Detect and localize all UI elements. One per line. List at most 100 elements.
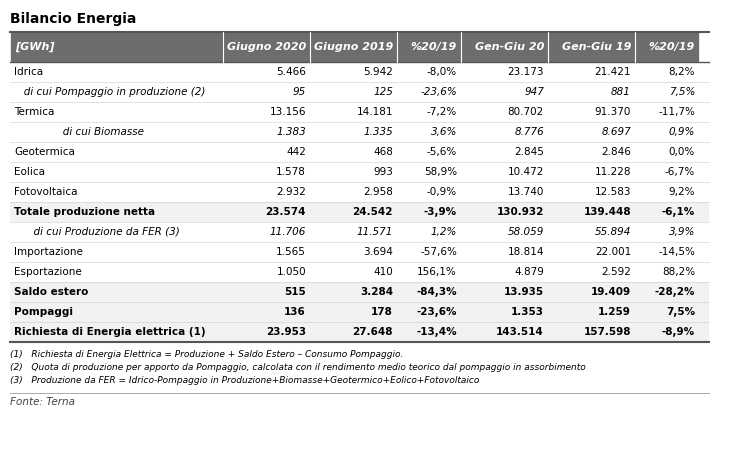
Text: 125: 125 <box>374 87 393 97</box>
Text: 515: 515 <box>284 287 306 297</box>
Text: %20/19: %20/19 <box>411 42 457 52</box>
Bar <box>10 122 709 142</box>
Text: Termica: Termica <box>14 107 54 117</box>
Text: Totale produzione netta: Totale produzione netta <box>14 207 155 217</box>
Text: -6,1%: -6,1% <box>662 207 695 217</box>
Text: 11.571: 11.571 <box>357 227 393 237</box>
Text: -7,2%: -7,2% <box>427 107 457 117</box>
Text: 88,2%: 88,2% <box>662 267 695 277</box>
Bar <box>10 182 709 202</box>
Text: 2.845: 2.845 <box>514 147 544 157</box>
Text: 23.574: 23.574 <box>266 207 306 217</box>
Text: 410: 410 <box>374 267 393 277</box>
Text: 95: 95 <box>292 87 306 97</box>
Text: 1.578: 1.578 <box>276 167 306 177</box>
Text: Geotermica: Geotermica <box>14 147 75 157</box>
Text: -8,9%: -8,9% <box>662 327 695 337</box>
Text: Fotovoltaica: Fotovoltaica <box>14 187 77 197</box>
Text: 468: 468 <box>374 147 393 157</box>
Text: 1.383: 1.383 <box>276 127 306 137</box>
Text: 8.697: 8.697 <box>602 127 631 137</box>
Text: 0,9%: 0,9% <box>669 127 695 137</box>
Bar <box>548 32 635 62</box>
Text: 947: 947 <box>524 87 544 97</box>
Text: 10.472: 10.472 <box>508 167 544 177</box>
Text: Esportazione: Esportazione <box>14 267 82 277</box>
Bar <box>10 202 709 222</box>
Text: 7,5%: 7,5% <box>666 307 695 317</box>
Text: %20/19: %20/19 <box>649 42 695 52</box>
Text: -6,7%: -6,7% <box>664 167 695 177</box>
Text: 0,0%: 0,0% <box>669 147 695 157</box>
Text: 3,9%: 3,9% <box>669 227 695 237</box>
Text: 7,5%: 7,5% <box>669 87 695 97</box>
Text: 139.448: 139.448 <box>584 207 631 217</box>
Bar <box>461 32 548 62</box>
Text: 178: 178 <box>371 307 393 317</box>
Text: Giugno 2020: Giugno 2020 <box>226 42 306 52</box>
Bar <box>10 322 709 342</box>
Text: 5.466: 5.466 <box>276 67 306 77</box>
Bar <box>10 262 709 282</box>
Text: Saldo estero: Saldo estero <box>14 287 88 297</box>
Text: 157.598: 157.598 <box>584 327 631 337</box>
Text: 11.228: 11.228 <box>595 167 631 177</box>
Text: -13,4%: -13,4% <box>416 327 457 337</box>
Bar <box>223 32 310 62</box>
Text: Gen-Giu 20: Gen-Giu 20 <box>475 42 544 52</box>
Text: -0,9%: -0,9% <box>427 187 457 197</box>
Text: 9,2%: 9,2% <box>668 187 695 197</box>
Text: di cui Pompaggio in produzione (2): di cui Pompaggio in produzione (2) <box>14 87 206 97</box>
Text: 130.932: 130.932 <box>496 207 544 217</box>
Text: -5,6%: -5,6% <box>427 147 457 157</box>
Text: -28,2%: -28,2% <box>655 287 695 297</box>
Bar <box>10 282 709 302</box>
Text: Importazione: Importazione <box>14 247 82 257</box>
Text: 24.542: 24.542 <box>352 207 393 217</box>
Text: 22.001: 22.001 <box>595 247 631 257</box>
Text: 1.259: 1.259 <box>598 307 631 317</box>
Text: di cui Biomasse: di cui Biomasse <box>14 127 144 137</box>
Text: 1.335: 1.335 <box>363 127 393 137</box>
Text: 13.935: 13.935 <box>504 287 544 297</box>
Bar <box>10 102 709 122</box>
Text: 13.740: 13.740 <box>508 187 544 197</box>
Bar <box>397 32 461 62</box>
Bar <box>10 32 223 62</box>
Text: 1.353: 1.353 <box>511 307 544 317</box>
Text: 3.284: 3.284 <box>360 287 393 297</box>
Text: 58,9%: 58,9% <box>424 167 457 177</box>
Text: 13.156: 13.156 <box>269 107 306 117</box>
Text: (1)   Richiesta di Energia Elettrica = Produzione + Saldo Estero – Consumo Pompa: (1) Richiesta di Energia Elettrica = Pro… <box>10 350 404 359</box>
Bar <box>10 62 709 82</box>
Text: 18.814: 18.814 <box>508 247 544 257</box>
Bar <box>10 222 709 242</box>
Text: 21.421: 21.421 <box>595 67 631 77</box>
Text: di cui Produzione da FER (3): di cui Produzione da FER (3) <box>14 227 180 237</box>
Text: 27.648: 27.648 <box>352 327 393 337</box>
Text: 156,1%: 156,1% <box>417 267 457 277</box>
Text: 1,2%: 1,2% <box>430 227 457 237</box>
Text: Giugno 2019: Giugno 2019 <box>314 42 393 52</box>
Text: Eolica: Eolica <box>14 167 45 177</box>
Bar <box>10 82 709 102</box>
Text: 58.059: 58.059 <box>508 227 544 237</box>
Text: 19.409: 19.409 <box>591 287 631 297</box>
Text: 1.050: 1.050 <box>276 267 306 277</box>
Text: 14.181: 14.181 <box>356 107 393 117</box>
Text: -8,0%: -8,0% <box>427 67 457 77</box>
Text: 11.706: 11.706 <box>270 227 306 237</box>
Text: 2.932: 2.932 <box>276 187 306 197</box>
Text: (3)   Produzione da FER = Idrico-Pompaggio in Produzione+Biomasse+Geotermico+Eol: (3) Produzione da FER = Idrico-Pompaggio… <box>10 376 479 385</box>
Text: Fonte: Terna: Fonte: Terna <box>10 397 75 407</box>
Text: -23,6%: -23,6% <box>420 87 457 97</box>
Text: 136: 136 <box>284 307 306 317</box>
Text: -57,6%: -57,6% <box>420 247 457 257</box>
Text: 3,6%: 3,6% <box>430 127 457 137</box>
Text: 442: 442 <box>286 147 306 157</box>
Text: 55.894: 55.894 <box>595 227 631 237</box>
Text: [GWh]: [GWh] <box>15 42 55 52</box>
Text: -14,5%: -14,5% <box>658 247 695 257</box>
Text: 3.694: 3.694 <box>363 247 393 257</box>
Text: 881: 881 <box>611 87 631 97</box>
